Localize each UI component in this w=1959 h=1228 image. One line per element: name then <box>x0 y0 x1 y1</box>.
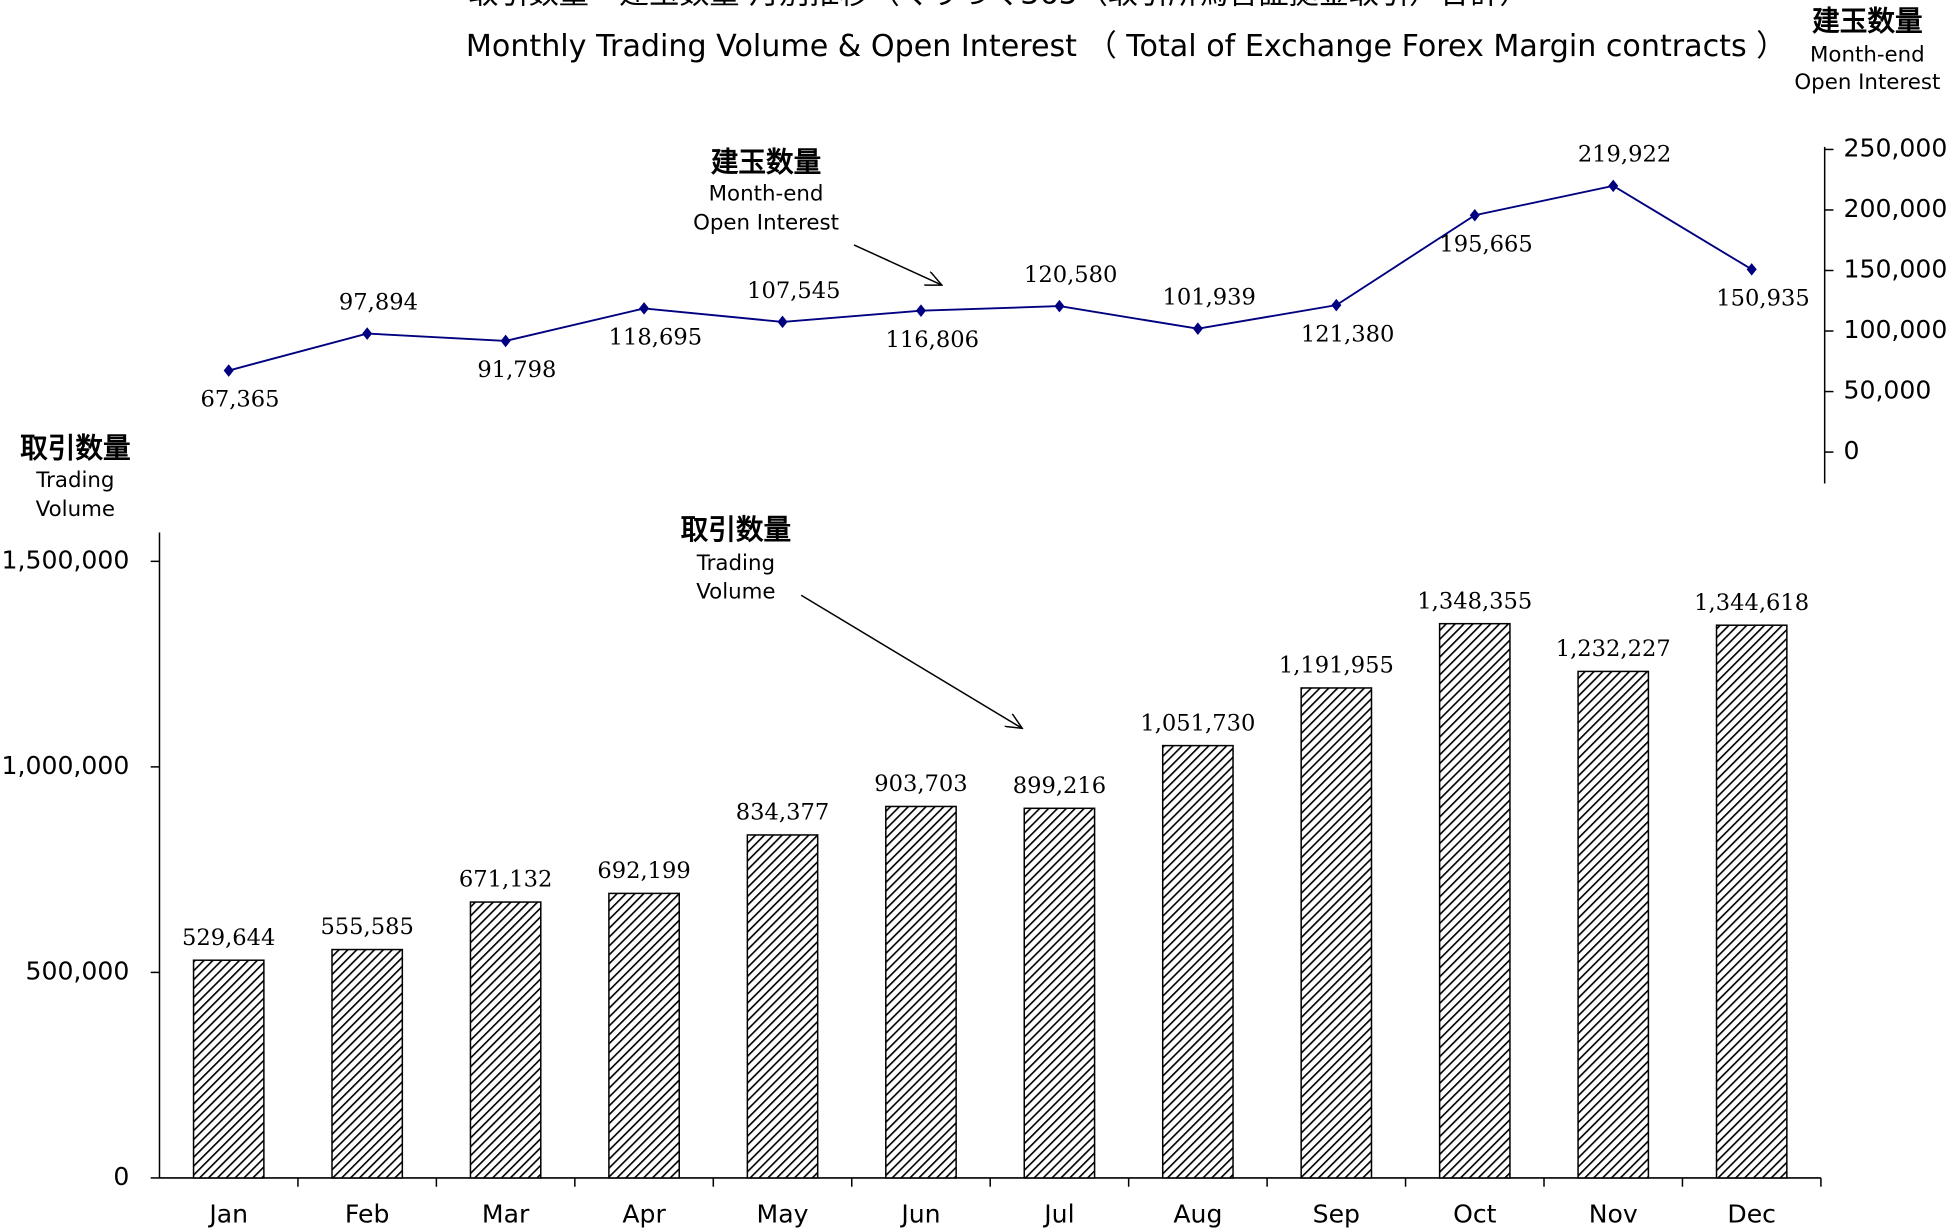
annotation-arrow <box>853 244 942 285</box>
y2-axis-title: Open Interest <box>1794 70 1940 95</box>
x-tick-label: Jun <box>899 1200 940 1228</box>
data-label: 529,644 <box>182 925 275 951</box>
bar <box>1300 687 1373 1179</box>
y2-tick-label: 200,000 <box>1844 194 1948 223</box>
y2-tick-label: 150,000 <box>1844 254 1948 283</box>
data-label: 1,191,955 <box>1279 653 1394 679</box>
data-label: 67,365 <box>200 387 279 413</box>
y-tick-label: 500,000 <box>26 956 130 985</box>
y2-tick-label: 50,000 <box>1844 376 1932 405</box>
bar <box>1023 807 1096 1179</box>
data-label: 1,348,355 <box>1417 588 1532 614</box>
line-point <box>1331 298 1342 312</box>
annotation: Open Interest <box>693 211 839 236</box>
line-point <box>1608 179 1619 193</box>
data-label: 219,922 <box>1578 142 1671 168</box>
y-axis-title: Trading <box>35 468 114 493</box>
data-label: 899,216 <box>1013 773 1106 799</box>
annotation: Volume <box>696 580 775 605</box>
bar <box>1161 744 1234 1179</box>
data-label: 101,939 <box>1162 285 1255 311</box>
annotation: 取引数量 <box>681 513 791 546</box>
data-label: 91,798 <box>477 357 556 383</box>
annotation: 建玉数量 <box>711 145 821 178</box>
y2-axis-title: Month-end <box>1810 42 1925 67</box>
data-label: 692,199 <box>597 858 690 884</box>
chart-title: 取引数量・建玉数量 月別推移（くりっく365（取引所為替証拠金取引）合計） <box>468 0 1529 11</box>
chart-subtitle: Monthly Trading Volume & Open Interest （… <box>466 29 1787 64</box>
data-label: 903,703 <box>874 771 967 797</box>
data-label: 97,894 <box>339 289 418 315</box>
line-point <box>500 334 511 348</box>
y-axis-title: 取引数量 <box>20 432 130 465</box>
bar <box>1715 624 1788 1179</box>
data-label: 150,935 <box>1716 286 1809 312</box>
x-tick-label: Jul <box>1042 1200 1074 1228</box>
y-axis-title: Volume <box>36 497 115 522</box>
annotation: Trading <box>696 551 775 576</box>
data-label: 121,380 <box>1301 321 1394 347</box>
x-tick-label: Sep <box>1313 1200 1360 1228</box>
x-tick-label: Apr <box>622 1200 666 1228</box>
y2-tick-label: 0 <box>1844 436 1860 465</box>
data-label: 1,051,730 <box>1140 710 1255 736</box>
annotation: Month-end <box>709 182 824 207</box>
data-label: 116,806 <box>886 327 979 353</box>
x-tick-label: Dec <box>1727 1200 1776 1228</box>
data-label: 118,695 <box>609 325 702 351</box>
y2-tick-label: 100,000 <box>1844 315 1948 344</box>
line-point <box>1469 208 1480 222</box>
x-tick-label: Oct <box>1453 1200 1497 1228</box>
x-tick-label: May <box>757 1200 809 1228</box>
data-label: 120,580 <box>1024 262 1117 288</box>
line-series <box>228 184 1753 372</box>
y2-tick-label: 250,000 <box>1844 133 1948 162</box>
data-label: 1,344,618 <box>1694 590 1809 616</box>
line-point <box>1192 322 1203 335</box>
line-point <box>777 315 788 329</box>
line-point <box>362 327 373 340</box>
x-tick-label: Mar <box>482 1200 530 1228</box>
y2-axis-title: 建玉数量 <box>1812 5 1922 38</box>
line-point <box>223 364 234 377</box>
y-tick-label: 1,000,000 <box>2 751 130 780</box>
bar <box>469 901 542 1179</box>
bar <box>1438 622 1511 1179</box>
y-tick-label: 1,500,000 <box>2 545 130 574</box>
annotation-arrow <box>800 594 1022 728</box>
x-tick-label: Feb <box>345 1200 389 1228</box>
line-point <box>915 304 926 317</box>
y-tick-label: 0 <box>113 1162 129 1191</box>
data-label: 1,232,227 <box>1556 636 1671 662</box>
x-tick-label: Nov <box>1589 1200 1638 1228</box>
bar <box>885 805 957 1179</box>
line-point <box>639 302 650 315</box>
line-point <box>1054 299 1065 313</box>
data-label: 555,585 <box>320 914 413 940</box>
bar <box>1577 670 1650 1179</box>
data-label: 195,665 <box>1439 231 1532 257</box>
bar <box>746 834 819 1179</box>
x-tick-label: Aug <box>1173 1200 1222 1228</box>
bar <box>192 959 265 1179</box>
data-label: 834,377 <box>736 800 829 826</box>
bar <box>331 948 404 1179</box>
data-label: 671,132 <box>459 867 552 893</box>
line-point <box>1746 263 1757 276</box>
bar <box>608 892 680 1179</box>
data-label: 107,545 <box>747 278 840 304</box>
x-tick-label: Jan <box>207 1200 248 1228</box>
